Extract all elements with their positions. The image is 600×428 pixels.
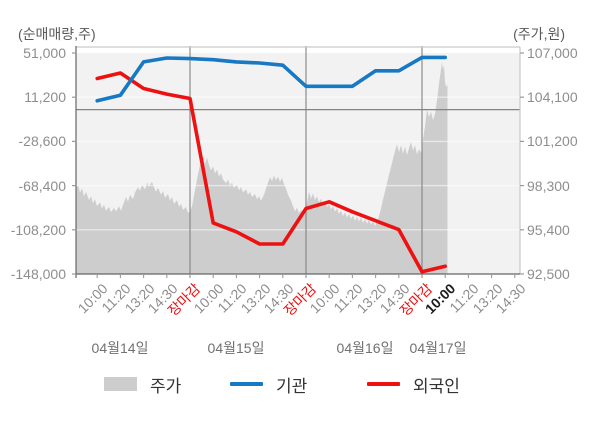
legend-item-price[interactable]: 주가 bbox=[104, 374, 182, 396]
right-axis-tick: 101,200 bbox=[527, 133, 578, 149]
area-swatch-icon bbox=[104, 377, 137, 391]
date-label: 04월14일 bbox=[91, 340, 149, 356]
right-axis-tick: 104,100 bbox=[527, 89, 578, 105]
left-axis-tick: -148,000 bbox=[10, 266, 66, 282]
left-axis-title: (순매매량,주) bbox=[18, 26, 96, 42]
right-axis-tick: 107,000 bbox=[527, 45, 578, 61]
legend-item-institution[interactable]: 기관 bbox=[230, 374, 308, 396]
line-swatch-icon bbox=[367, 382, 400, 386]
legend-item-foreigner[interactable]: 외국인 bbox=[367, 374, 460, 396]
foreigner-line-series bbox=[95, 71, 448, 274]
left-axis-tick: 11,200 bbox=[24, 89, 66, 105]
legend-label: 주가 bbox=[150, 376, 182, 396]
date-label: 04월16일 bbox=[336, 340, 394, 356]
institution-line-series bbox=[95, 55, 448, 103]
date-label: 04월15일 bbox=[207, 340, 265, 356]
right-axis-tick: 98,300 bbox=[527, 178, 570, 194]
legend-label: 외국인 bbox=[413, 376, 460, 396]
line-swatch-icon bbox=[230, 382, 263, 386]
right-axis-tick: 92,500 bbox=[527, 266, 570, 282]
price-area-series bbox=[76, 62, 448, 274]
left-axis-tick: 51,000 bbox=[23, 45, 66, 61]
left-axis-tick: -28,600 bbox=[18, 133, 66, 149]
left-axis-tick: -68,400 bbox=[18, 178, 66, 194]
date-label: 04월17일 bbox=[409, 340, 467, 356]
right-axis-title: (주가,원) bbox=[513, 26, 565, 42]
legend-label: 기관 bbox=[276, 376, 308, 396]
left-axis-tick: -108,200 bbox=[10, 222, 66, 238]
right-axis-tick: 95,400 bbox=[527, 222, 570, 238]
